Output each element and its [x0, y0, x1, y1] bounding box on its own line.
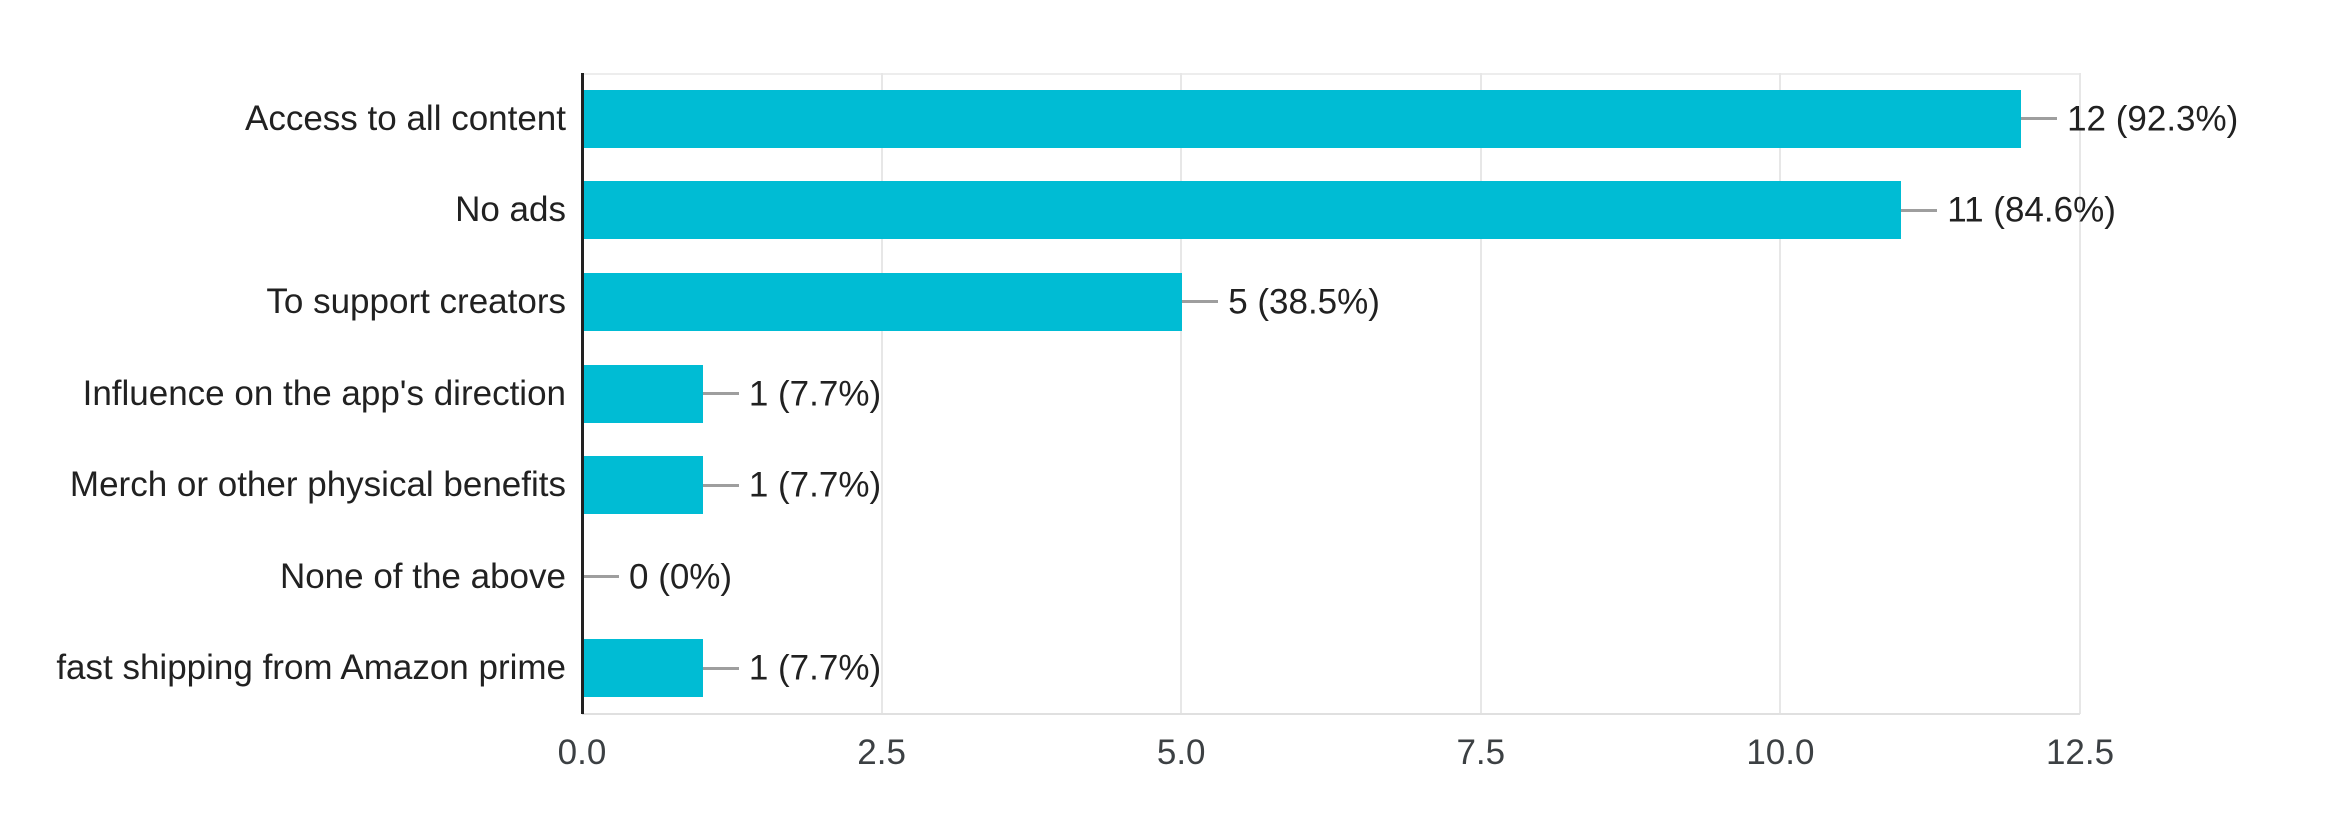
x-tick-label-10.0: 10.0: [1746, 733, 1815, 772]
bar-fast-shipping-from-amazon-prime: [583, 639, 703, 698]
category-label-to-support-creators: To support creators: [266, 281, 566, 321]
connector-line: [702, 483, 739, 487]
value-label: 1 (7.7%): [748, 374, 882, 413]
x-tick-label-2.5: 2.5: [857, 733, 906, 772]
gridline-10.0: [1779, 73, 1782, 714]
gridline-7.5: [1479, 73, 1482, 714]
bar-to-support-creators: [583, 272, 1183, 331]
gridline-2.5: [880, 73, 883, 714]
bar-access-to-all-content: [583, 89, 2022, 148]
x-tick-label-7.5: 7.5: [1456, 733, 1506, 772]
gridline-12.5: [2079, 73, 2081, 714]
value-label: 11 (84.6%): [1947, 190, 2116, 230]
value-label: 1 (7.7%): [748, 465, 882, 505]
bar-no-ads: [583, 181, 1902, 240]
x-tick-label-12.5: 12.5: [2045, 733, 2115, 772]
connector-line: [2021, 117, 2058, 121]
x-axis-baseline: [582, 713, 2080, 715]
connector-line: [583, 575, 619, 579]
plot-area: 12 (92.3%) 11 (84.6%) 5 (38.5%) 1 (7.7%) 1 (…: [581, 73, 2238, 715]
connector-line: [1182, 300, 1219, 304]
category-label-no-ads: No ads: [455, 190, 566, 230]
connector-line: [702, 392, 739, 395]
value-label: 1 (7.7%): [748, 648, 882, 688]
bar-influence-on-the-app-s-direction: [583, 364, 703, 423]
connector-line: [1901, 208, 1938, 212]
bar-merch-or-other-physical-benefits: [583, 456, 703, 515]
value-label: 5 (38.5%): [1228, 282, 1380, 322]
y-axis-line: [581, 73, 584, 714]
value-label: 0 (0%): [629, 557, 733, 597]
category-label-merch-or-other-physical-benefits: Merch or other physical benefits: [69, 464, 566, 504]
x-tick-label-5.0: 5.0: [1156, 733, 1206, 772]
value-label: 12 (92.3%): [2067, 99, 2239, 139]
category-label-access-to-all-content: Access to all content: [245, 98, 566, 138]
category-label-influence-on-the-app-s-direction: Influence on the app's direction: [82, 373, 566, 413]
plot-top-border: [582, 73, 2080, 75]
category-label-none-of-the-above: None of the above: [279, 556, 566, 596]
gridline-5.0: [1180, 73, 1183, 714]
category-label-fast-shipping-from-amazon-prime: fast shipping from Amazon prime: [56, 648, 566, 688]
x-tick-label-0.0: 0.0: [557, 733, 607, 772]
connector-line: [702, 666, 739, 670]
